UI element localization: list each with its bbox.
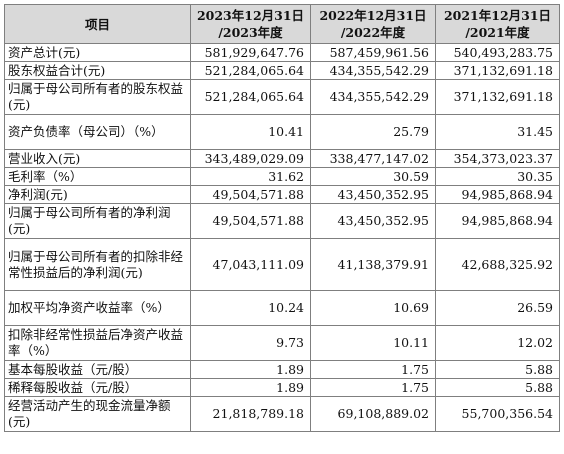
value-2023: 10.24 (190, 290, 311, 326)
row-label: 归属于母公司所有者的扣除非经常性损益后的净利润(元) (4, 238, 191, 291)
table-row: 基本每股收益（元/股） 1.89 1.75 5.88 (4, 360, 560, 379)
value-2022: 434,355,542.29 (310, 79, 436, 115)
row-label: 稀释每股收益（元/股） (4, 378, 191, 397)
table-row: 扣除非经常性损益后净资产收益率（%） 9.73 10.11 12.02 (4, 325, 560, 361)
table-row: 稀释每股收益（元/股） 1.89 1.75 5.88 (4, 378, 560, 397)
value-2022: 43,450,352.95 (310, 203, 436, 239)
value-2022: 43,450,352.95 (310, 185, 436, 204)
table-row: 加权平均净资产收益率（%） 10.24 10.69 26.59 (4, 290, 560, 326)
value-2023: 1.89 (190, 360, 311, 379)
value-2023: 10.41 (190, 114, 311, 150)
table-row: 资产负债率（母公司）（%） 10.41 25.79 31.45 (4, 114, 560, 150)
table-row: 毛利率（%） 31.62 30.59 30.35 (4, 167, 560, 186)
value-2021: 26.59 (435, 290, 560, 326)
header-item: 项目 (4, 4, 191, 44)
value-2022: 10.11 (310, 325, 436, 361)
value-2023: 581,929,647.76 (190, 43, 311, 62)
value-2021: 5.88 (435, 360, 560, 379)
header-2021: 2021年12月31日 /2021年度 (435, 4, 560, 44)
table-row: 归属于母公司所有者的扣除非经常性损益后的净利润(元) 47,043,111.09… (4, 238, 560, 291)
table-row: 股东权益合计(元) 521,284,065.64 434,355,542.29 … (4, 61, 560, 80)
value-2023: 343,489,029.09 (190, 149, 311, 168)
value-2023: 47,043,111.09 (190, 238, 311, 291)
row-label: 净利润(元) (4, 185, 191, 204)
value-2021: 371,132,691.18 (435, 61, 560, 80)
row-label: 毛利率（%） (4, 167, 191, 186)
value-2022: 10.69 (310, 290, 436, 326)
header-2023: 2023年12月31日 /2023年度 (190, 4, 311, 44)
row-label: 资产总计(元) (4, 43, 191, 62)
value-2022: 69,108,889.02 (310, 396, 436, 432)
value-2021: 540,493,283.75 (435, 43, 560, 62)
value-2022: 25.79 (310, 114, 436, 150)
table-header-row: 项目 2023年12月31日 /2023年度 2022年12月31日 /2022… (4, 4, 560, 44)
table-row: 经营活动产生的现金流量净额(元) 21,818,789.18 69,108,88… (4, 396, 560, 432)
value-2022: 30.59 (310, 167, 436, 186)
value-2021: 354,373,023.37 (435, 149, 560, 168)
table-row: 归属于母公司所有者的股东权益(元) 521,284,065.64 434,355… (4, 79, 560, 115)
value-2023: 1.89 (190, 378, 311, 397)
value-2022: 1.75 (310, 360, 436, 379)
value-2023: 31.62 (190, 167, 311, 186)
value-2023: 21,818,789.18 (190, 396, 311, 432)
value-2021: 55,700,356.54 (435, 396, 560, 432)
value-2021: 42,688,325.92 (435, 238, 560, 291)
row-label: 股东权益合计(元) (4, 61, 191, 80)
value-2022: 1.75 (310, 378, 436, 397)
row-label: 资产负债率（母公司）（%） (4, 114, 191, 150)
value-2021: 30.35 (435, 167, 560, 186)
value-2023: 521,284,065.64 (190, 79, 311, 115)
value-2022: 434,355,542.29 (310, 61, 436, 80)
row-label: 归属于母公司所有者的股东权益(元) (4, 79, 191, 115)
value-2022: 338,477,147.02 (310, 149, 436, 168)
row-label: 归属于母公司所有者的净利润(元) (4, 203, 191, 239)
table-row: 营业收入(元) 343,489,029.09 338,477,147.02 35… (4, 149, 560, 168)
value-2022: 41,138,379.91 (310, 238, 436, 291)
table-row: 净利润(元) 49,504,571.88 43,450,352.95 94,98… (4, 185, 560, 204)
row-label: 基本每股收益（元/股） (4, 360, 191, 379)
table-row: 资产总计(元) 581,929,647.76 587,459,961.56 54… (4, 43, 560, 62)
value-2021: 94,985,868.94 (435, 203, 560, 239)
value-2021: 94,985,868.94 (435, 185, 560, 204)
value-2023: 49,504,571.88 (190, 185, 311, 204)
table-row: 归属于母公司所有者的净利润(元) 49,504,571.88 43,450,35… (4, 203, 560, 239)
value-2021: 12.02 (435, 325, 560, 361)
header-2022: 2022年12月31日 /2022年度 (310, 4, 436, 44)
value-2022: 587,459,961.56 (310, 43, 436, 62)
value-2023: 9.73 (190, 325, 311, 361)
row-label: 加权平均净资产收益率（%） (4, 290, 191, 326)
value-2021: 5.88 (435, 378, 560, 397)
financial-table-container: 项目 2023年12月31日 /2023年度 2022年12月31日 /2022… (4, 4, 560, 432)
value-2023: 521,284,065.64 (190, 61, 311, 80)
financial-summary-table: 项目 2023年12月31日 /2023年度 2022年12月31日 /2022… (4, 4, 560, 432)
row-label: 营业收入(元) (4, 149, 191, 168)
row-label: 经营活动产生的现金流量净额(元) (4, 396, 191, 432)
value-2021: 371,132,691.18 (435, 79, 560, 115)
value-2021: 31.45 (435, 114, 560, 150)
row-label: 扣除非经常性损益后净资产收益率（%） (4, 325, 191, 361)
value-2023: 49,504,571.88 (190, 203, 311, 239)
